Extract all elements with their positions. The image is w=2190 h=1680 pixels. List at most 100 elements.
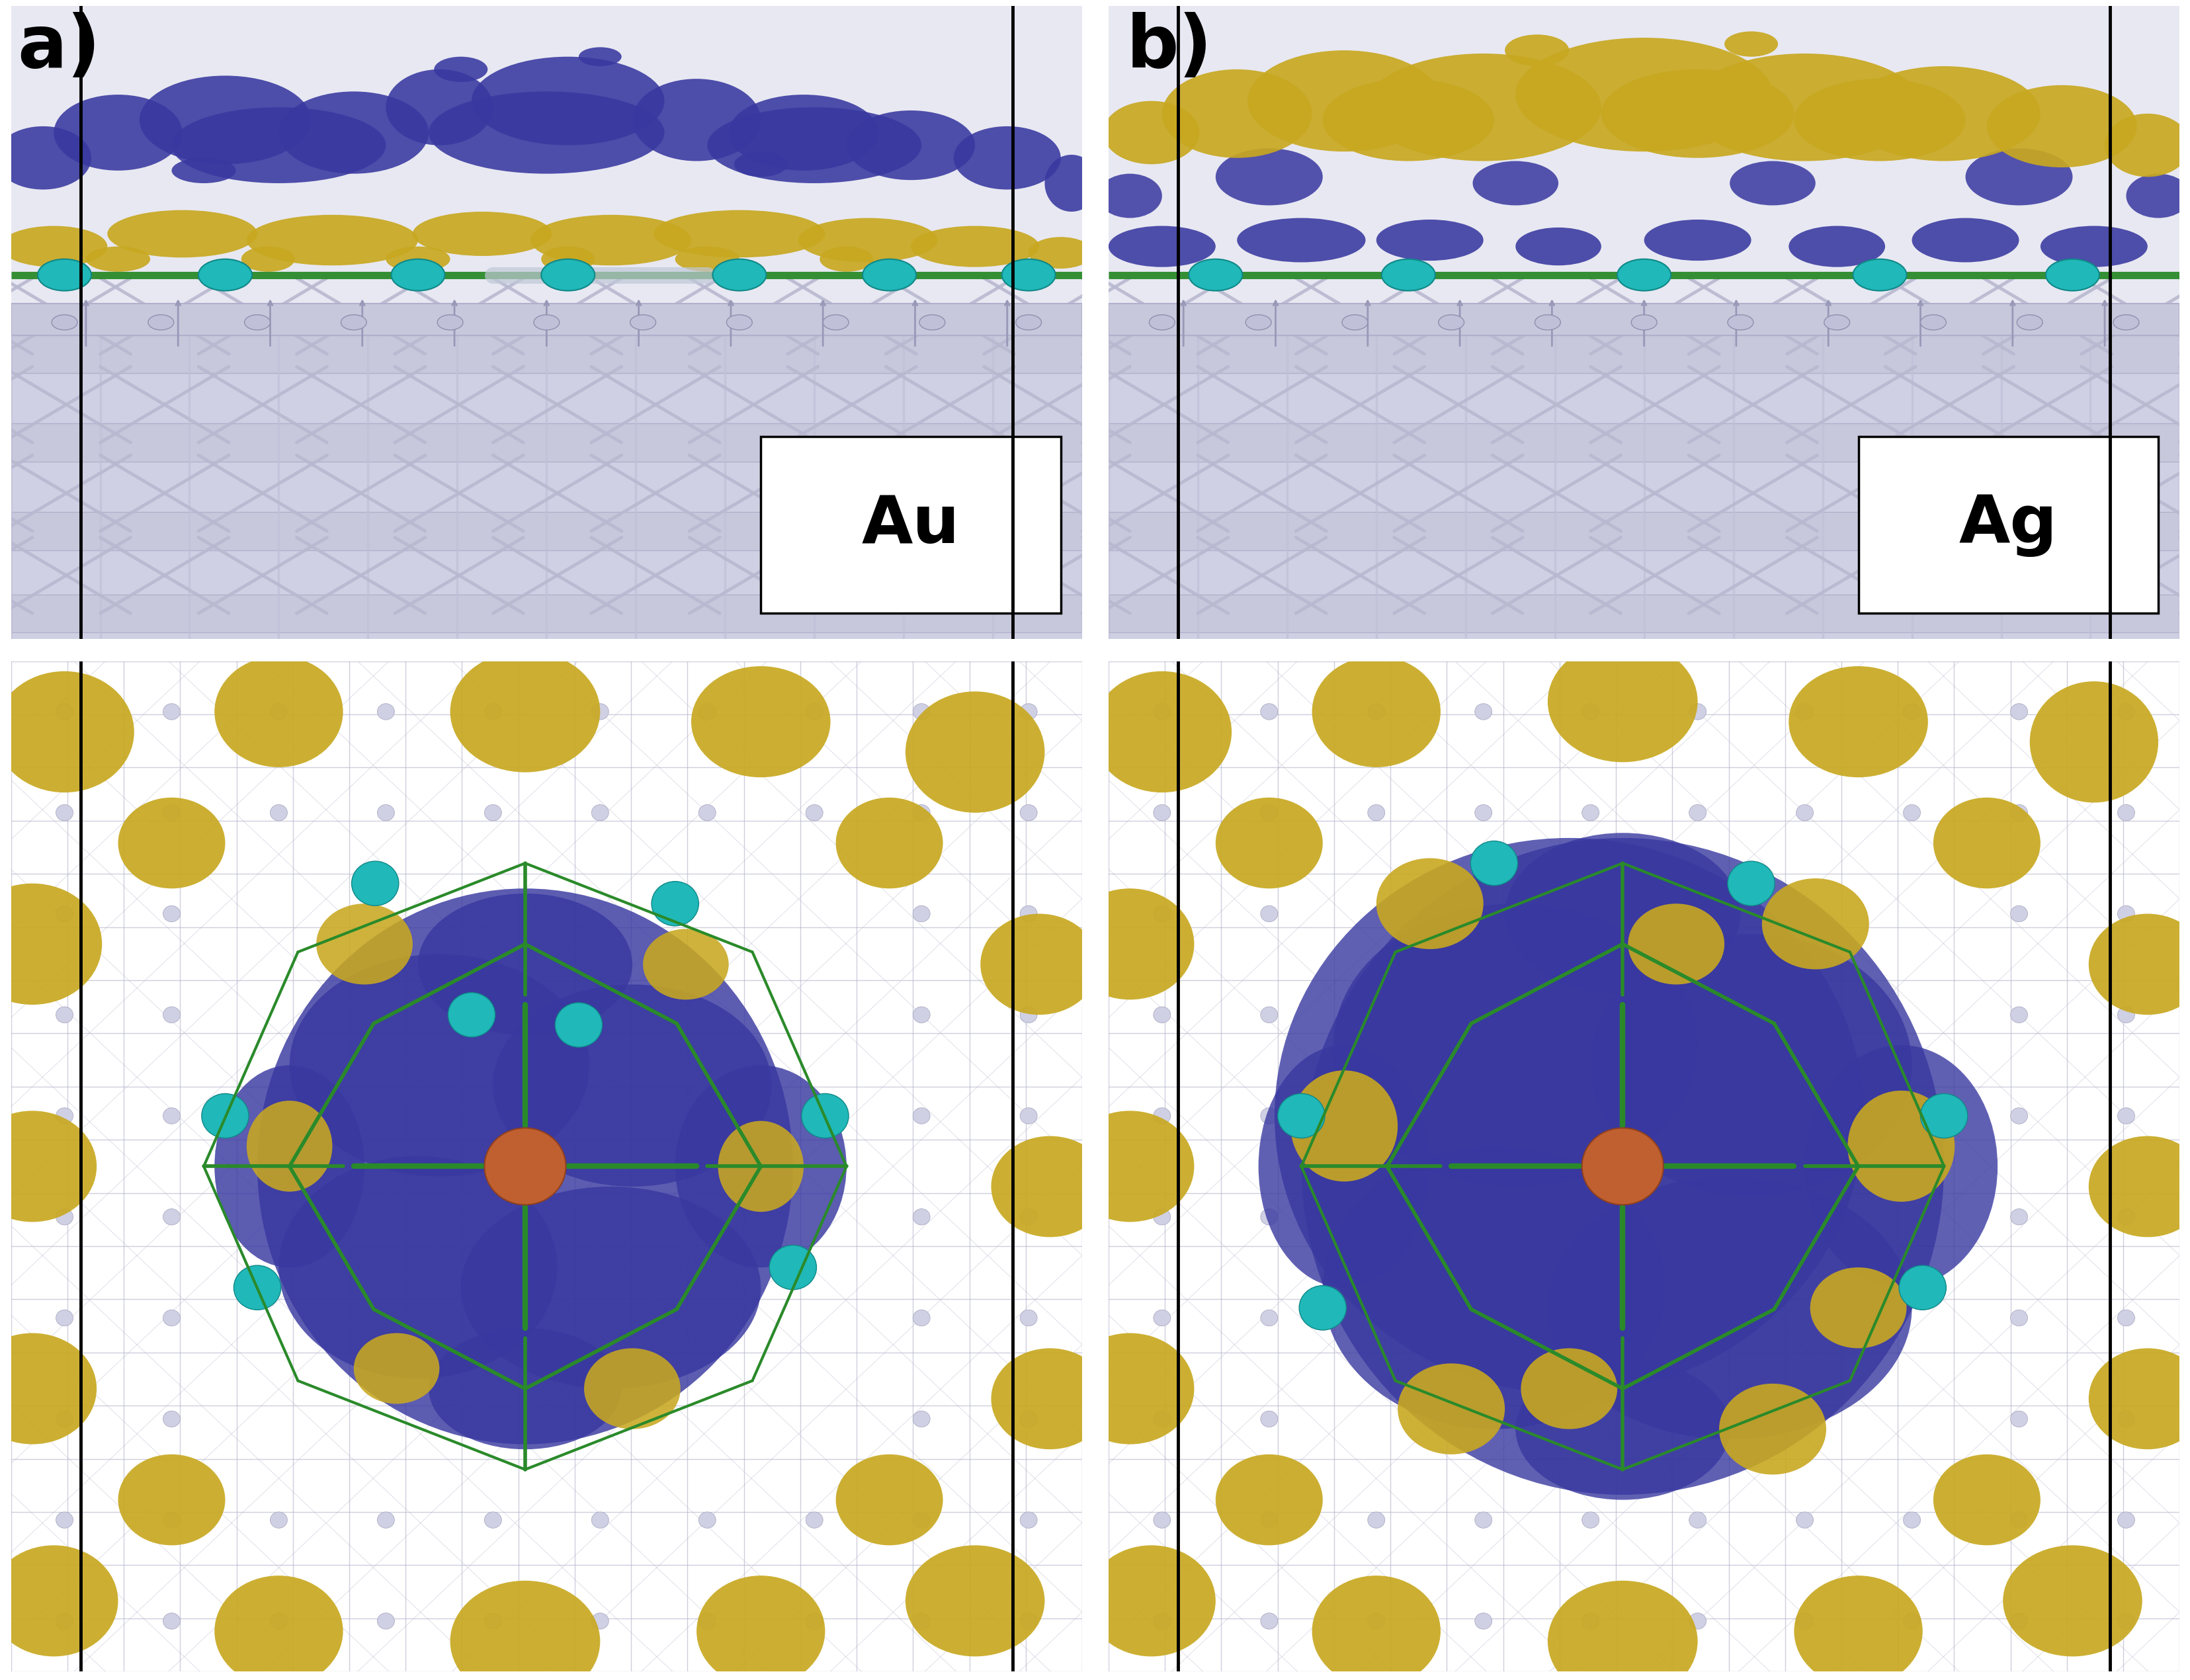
Bar	[1108, 512, 2179, 549]
Circle shape	[863, 259, 915, 291]
Ellipse shape	[1520, 1349, 1616, 1430]
Circle shape	[1154, 1512, 1169, 1529]
Circle shape	[1021, 1310, 1036, 1326]
Circle shape	[1903, 1512, 1921, 1529]
Circle shape	[1154, 906, 1169, 922]
Ellipse shape	[692, 667, 830, 778]
Ellipse shape	[1064, 889, 1194, 1000]
Circle shape	[2010, 1210, 2028, 1225]
Circle shape	[1367, 704, 1384, 719]
Circle shape	[1688, 704, 1706, 719]
Circle shape	[699, 1613, 716, 1630]
Ellipse shape	[412, 212, 552, 255]
Circle shape	[484, 1512, 502, 1529]
Circle shape	[1154, 704, 1169, 719]
Ellipse shape	[1375, 858, 1483, 949]
Circle shape	[1021, 1107, 1036, 1124]
Ellipse shape	[1912, 218, 2019, 262]
Bar	[11, 512, 1082, 549]
Circle shape	[1474, 805, 1491, 822]
Circle shape	[554, 1003, 602, 1047]
Circle shape	[1154, 1107, 1169, 1124]
Ellipse shape	[1045, 155, 1097, 212]
Ellipse shape	[1323, 1146, 1664, 1430]
Ellipse shape	[837, 798, 942, 889]
Circle shape	[699, 704, 716, 719]
Circle shape	[1474, 1613, 1491, 1630]
Circle shape	[913, 1210, 931, 1225]
Circle shape	[806, 805, 823, 822]
Circle shape	[1259, 1512, 1277, 1529]
Circle shape	[2118, 1210, 2133, 1225]
Circle shape	[1021, 704, 1036, 719]
Ellipse shape	[1290, 1070, 1397, 1181]
Ellipse shape	[1364, 54, 1601, 161]
Ellipse shape	[1515, 227, 1601, 265]
Circle shape	[2118, 1512, 2133, 1529]
Circle shape	[1154, 805, 1169, 822]
Circle shape	[57, 805, 72, 822]
Ellipse shape	[215, 1065, 364, 1267]
Ellipse shape	[1934, 1455, 2039, 1546]
Circle shape	[1903, 805, 1921, 822]
Circle shape	[2118, 1310, 2133, 1326]
Ellipse shape	[1846, 1090, 1953, 1201]
Circle shape	[162, 906, 180, 922]
Ellipse shape	[1108, 225, 1215, 267]
Ellipse shape	[2105, 114, 2190, 176]
Ellipse shape	[289, 954, 589, 1176]
Circle shape	[449, 993, 495, 1037]
Circle shape	[1259, 1310, 1277, 1326]
Ellipse shape	[1546, 642, 1697, 763]
Circle shape	[1021, 1411, 1036, 1426]
Ellipse shape	[1215, 148, 1323, 205]
Circle shape	[1796, 1512, 1813, 1529]
Circle shape	[1367, 1512, 1384, 1529]
Circle shape	[699, 1512, 716, 1529]
Ellipse shape	[429, 1329, 622, 1450]
Ellipse shape	[247, 1100, 333, 1191]
Ellipse shape	[1761, 879, 1868, 969]
Ellipse shape	[85, 247, 151, 272]
Text: a): a)	[18, 12, 101, 82]
Ellipse shape	[1590, 934, 1912, 1196]
Ellipse shape	[256, 889, 793, 1445]
Circle shape	[920, 314, 944, 329]
Circle shape	[806, 1512, 823, 1529]
Ellipse shape	[0, 672, 134, 793]
Ellipse shape	[904, 692, 1045, 813]
Ellipse shape	[1064, 1334, 1194, 1445]
Ellipse shape	[653, 210, 826, 257]
Ellipse shape	[1964, 148, 2072, 205]
Ellipse shape	[2087, 914, 2190, 1015]
Circle shape	[149, 314, 173, 329]
Circle shape	[727, 314, 751, 329]
Circle shape	[1474, 704, 1491, 719]
Ellipse shape	[353, 1334, 440, 1404]
Circle shape	[162, 1310, 180, 1326]
Circle shape	[484, 704, 502, 719]
Circle shape	[201, 1094, 250, 1137]
Ellipse shape	[278, 1156, 556, 1379]
Ellipse shape	[1794, 1576, 1923, 1680]
Circle shape	[1367, 1613, 1384, 1630]
Circle shape	[1921, 314, 1945, 329]
Circle shape	[1246, 314, 1270, 329]
Circle shape	[1277, 1094, 1325, 1137]
Circle shape	[37, 259, 92, 291]
Ellipse shape	[1515, 1359, 1730, 1500]
Circle shape	[245, 314, 269, 329]
Ellipse shape	[1257, 1045, 1430, 1287]
Circle shape	[342, 314, 366, 329]
Ellipse shape	[1794, 79, 1964, 161]
Circle shape	[1581, 1613, 1599, 1630]
Ellipse shape	[171, 108, 385, 183]
Circle shape	[1259, 1613, 1277, 1630]
Ellipse shape	[530, 215, 692, 265]
Bar	[11, 595, 1082, 632]
Circle shape	[1728, 314, 1752, 329]
Ellipse shape	[118, 798, 226, 889]
Ellipse shape	[1546, 1176, 1912, 1440]
Ellipse shape	[1275, 838, 1864, 1394]
Circle shape	[2118, 805, 2133, 822]
